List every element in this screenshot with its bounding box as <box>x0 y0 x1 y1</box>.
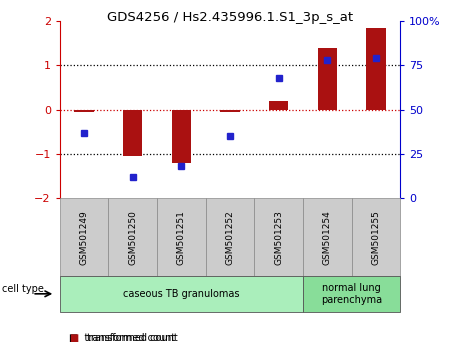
Text: GSM501255: GSM501255 <box>370 210 380 265</box>
Bar <box>269 101 288 110</box>
Text: GSM501249: GSM501249 <box>79 210 89 264</box>
Bar <box>74 110 94 112</box>
Bar <box>123 110 142 156</box>
Text: ■  transformed count: ■ transformed count <box>69 333 175 343</box>
Bar <box>365 28 385 110</box>
Text: cell type: cell type <box>2 284 44 293</box>
Text: transformed count: transformed count <box>87 333 178 343</box>
Text: ■: ■ <box>69 333 78 343</box>
Text: GSM501253: GSM501253 <box>274 210 282 265</box>
Bar <box>171 110 190 163</box>
Text: normal lung
parenchyma: normal lung parenchyma <box>320 283 381 305</box>
Text: GSM501250: GSM501250 <box>128 210 137 265</box>
Text: GSM501252: GSM501252 <box>225 210 234 264</box>
Text: GSM501251: GSM501251 <box>177 210 185 265</box>
Text: GDS4256 / Hs2.435996.1.S1_3p_s_at: GDS4256 / Hs2.435996.1.S1_3p_s_at <box>106 11 353 24</box>
Bar <box>220 110 239 112</box>
Text: caseous TB granulomas: caseous TB granulomas <box>123 289 239 299</box>
Bar <box>317 48 336 110</box>
Text: GSM501254: GSM501254 <box>322 210 331 264</box>
